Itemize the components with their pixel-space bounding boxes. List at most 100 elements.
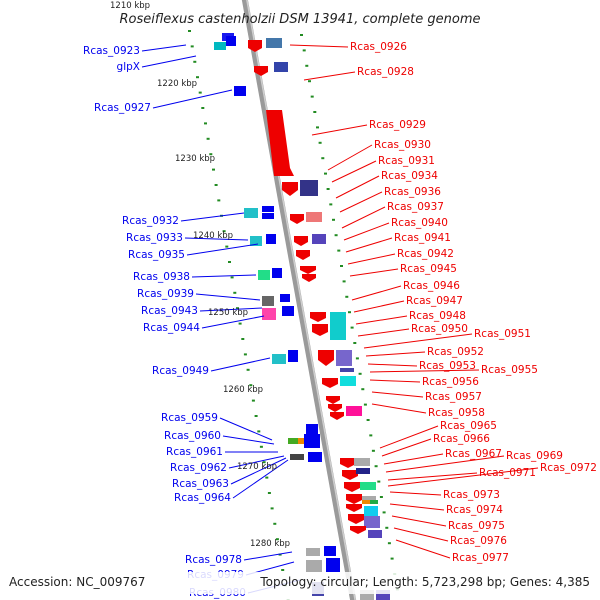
leader-line bbox=[349, 268, 399, 277]
gene-label[interactable]: Rcas_0956 bbox=[422, 376, 479, 388]
gene-label[interactable]: Rcas_0969 bbox=[506, 450, 563, 462]
gene-label[interactable]: Rcas_0943 bbox=[141, 305, 198, 317]
gene-label[interactable]: Rcas_0926 bbox=[350, 41, 407, 53]
leader-line bbox=[210, 357, 271, 372]
gene-feature bbox=[322, 378, 338, 388]
tick-dot bbox=[275, 538, 279, 541]
kbp-label: 1230 kbp bbox=[175, 154, 215, 164]
tick-dot bbox=[273, 522, 277, 525]
gene-label[interactable]: Rcas_0935 bbox=[128, 249, 185, 261]
gene-label[interactable]: Rcas_0977 bbox=[452, 552, 509, 564]
gene-label[interactable]: Rcas_0940 bbox=[391, 217, 448, 229]
leader-line bbox=[369, 369, 480, 373]
gene-label[interactable]: Rcas_0938 bbox=[133, 271, 190, 283]
gene-label[interactable]: Rcas_0932 bbox=[122, 215, 179, 227]
gene-label[interactable]: Rcas_0972 bbox=[540, 462, 597, 474]
gene-feature bbox=[306, 560, 322, 572]
tick-dot bbox=[324, 172, 327, 175]
gene-feature bbox=[262, 296, 274, 306]
gene-label[interactable]: Rcas_0973 bbox=[443, 489, 500, 501]
leader-line bbox=[369, 379, 421, 383]
leader-line bbox=[345, 237, 393, 253]
gene-label[interactable]: Rcas_0955 bbox=[481, 364, 538, 376]
gene-label[interactable]: Rcas_0933 bbox=[126, 232, 183, 244]
gene-feature bbox=[356, 468, 370, 474]
gene-feature bbox=[312, 324, 328, 336]
gene-feature bbox=[362, 500, 370, 504]
gene-label[interactable]: Rcas_0953 bbox=[419, 360, 476, 372]
gene-label[interactable]: Rcas_0975 bbox=[448, 520, 505, 532]
gene-label[interactable]: Rcas_0941 bbox=[394, 232, 451, 244]
gene-label[interactable]: Rcas_0958 bbox=[428, 407, 485, 419]
gene-label[interactable]: Rcas_0967 bbox=[445, 448, 502, 460]
gene-label[interactable]: Rcas_0934 bbox=[381, 170, 438, 182]
gene-label[interactable]: Rcas_0949 bbox=[152, 365, 209, 377]
gene-feature bbox=[306, 424, 318, 434]
gene-feature bbox=[364, 516, 380, 528]
genome-summary-text: Topology: circular; Length: 5,723,298 bp… bbox=[259, 575, 590, 589]
gene-label[interactable]: Rcas_0962 bbox=[170, 462, 227, 474]
gene-label[interactable]: Rcas_0942 bbox=[397, 248, 454, 260]
gene-feature bbox=[304, 434, 320, 448]
genome-backbone-highlight bbox=[246, 0, 356, 600]
tick-dot bbox=[363, 403, 367, 406]
gene-label[interactable]: Rcas_0976 bbox=[450, 535, 507, 547]
leader-line bbox=[367, 363, 418, 367]
gene-feature bbox=[288, 350, 298, 362]
gene-label[interactable]: Rcas_0950 bbox=[411, 323, 468, 335]
leader-line bbox=[381, 438, 432, 457]
gene-feature bbox=[274, 62, 288, 72]
tick-dot bbox=[281, 569, 285, 571]
gene-label[interactable]: Rcas_0965 bbox=[440, 420, 497, 432]
gene-feature bbox=[272, 268, 282, 278]
gene-label[interactable]: Rcas_0936 bbox=[384, 186, 441, 198]
tick-dots-right bbox=[300, 34, 399, 591]
gene-feature bbox=[266, 110, 294, 176]
gene-label[interactable]: Rcas_0946 bbox=[403, 280, 460, 292]
gene-label[interactable]: Rcas_0929 bbox=[369, 119, 426, 131]
gene-label[interactable]: Rcas_0948 bbox=[409, 310, 466, 322]
gene-label[interactable]: Rcas_0944 bbox=[143, 322, 200, 334]
gene-label[interactable]: Rcas_0930 bbox=[374, 139, 431, 151]
gene-label[interactable]: Rcas_0963 bbox=[172, 478, 229, 490]
gene-label[interactable]: Rcas_0959 bbox=[161, 412, 218, 424]
tick-dot bbox=[318, 141, 322, 144]
gene-label[interactable]: Rcas_0923 bbox=[83, 45, 140, 57]
gene-label[interactable]: Rcas_0927 bbox=[94, 102, 151, 114]
gene-feature bbox=[300, 180, 318, 196]
gene-label[interactable]: Rcas_0964 bbox=[174, 492, 231, 504]
gene-feature bbox=[248, 40, 262, 52]
gene-label[interactable]: Rcas_0945 bbox=[400, 263, 457, 275]
gene-label[interactable]: Rcas_0937 bbox=[387, 201, 444, 213]
gene-label[interactable]: Rcas_0974 bbox=[446, 504, 503, 516]
gene-label[interactable]: Rcas_0961 bbox=[166, 446, 223, 458]
tick-dot bbox=[262, 461, 266, 464]
gene-label[interactable]: Rcas_0947 bbox=[406, 295, 463, 307]
leader-line bbox=[331, 160, 377, 183]
gene-label[interactable]: Rcas_0951 bbox=[474, 328, 531, 340]
tick-dot bbox=[305, 64, 309, 67]
gene-feature bbox=[340, 368, 354, 372]
gene-label[interactable]: glpX bbox=[117, 61, 140, 73]
gene-label[interactable]: Rcas_0928 bbox=[357, 66, 414, 78]
gene-label[interactable]: Rcas_0952 bbox=[427, 346, 484, 358]
gene-label[interactable]: Rcas_0966 bbox=[433, 433, 490, 445]
left-gene-labels: Rcas_0923 glpX Rcas_0927 Rcas_0932 Rcas_… bbox=[83, 45, 246, 599]
gene-label[interactable]: Rcas_0931 bbox=[378, 155, 435, 167]
tick-dot bbox=[243, 353, 247, 356]
tick-dot bbox=[267, 492, 271, 494]
gene-label[interactable]: Rcas_0939 bbox=[137, 288, 194, 300]
tick-dot bbox=[228, 261, 231, 263]
gene-label[interactable]: Rcas_0971 bbox=[479, 467, 536, 479]
gene-feature bbox=[290, 214, 304, 224]
genome-backbone bbox=[241, 0, 357, 600]
leader-line bbox=[303, 71, 356, 81]
gene-label[interactable]: Rcas_0960 bbox=[164, 430, 221, 442]
leader-line bbox=[228, 455, 285, 469]
gene-label[interactable]: Rcas_0978 bbox=[185, 554, 242, 566]
tick-dot bbox=[337, 249, 341, 252]
right-gene-labels: Rcas_0926 Rcas_0928 Rcas_0929 Rcas_0930 … bbox=[350, 41, 597, 564]
gene-label[interactable]: Rcas_0957 bbox=[425, 391, 482, 403]
gene-feature bbox=[340, 458, 356, 468]
